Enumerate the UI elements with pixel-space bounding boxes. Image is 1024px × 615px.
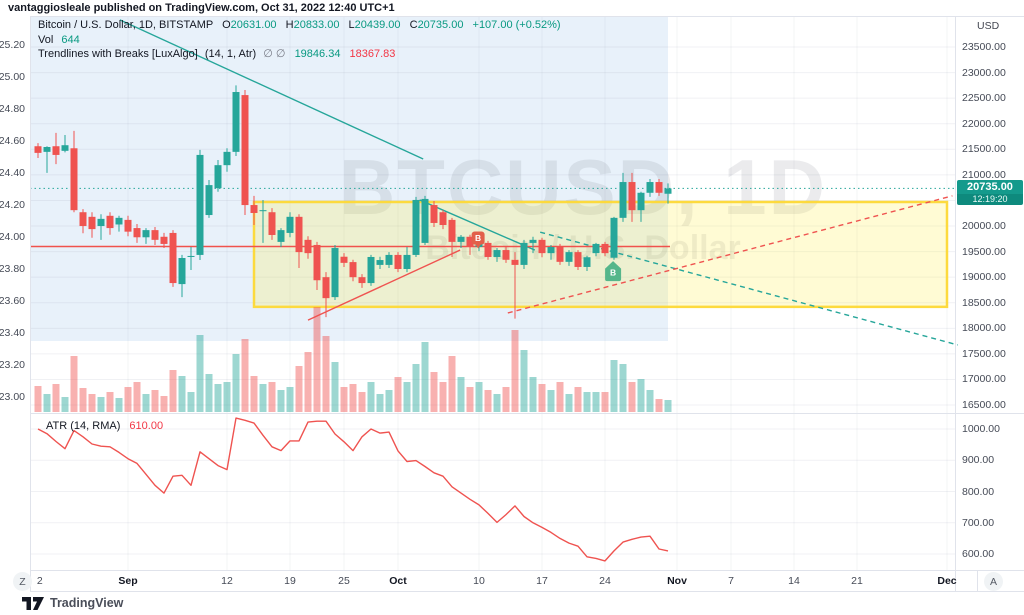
border-bottom — [30, 591, 1024, 592]
left-axis-tick: 23.00 — [0, 391, 25, 403]
atr-value: 610.00 — [129, 420, 164, 432]
change-value: +107.00 (+0.52%) — [472, 19, 561, 31]
time-tick: 25 — [338, 575, 350, 587]
left-price-axis[interactable]: 25.20 25.00 24.80 24.60 24.40 24.20 24.00 23.80… — [0, 16, 30, 413]
left-axis-tick: 24.60 — [0, 135, 25, 147]
price-tick: 19000.00 — [962, 271, 1006, 284]
open-value: 20631.00 — [230, 19, 277, 31]
border-pane-divider[interactable] — [30, 413, 1024, 414]
symbol-legend-row[interactable]: Bitcoin / U.S. Dollar, 1D, BITSTAMP O206… — [38, 18, 561, 33]
left-axis-tick: 24.00 — [0, 231, 25, 243]
border-timeaxis-top — [30, 570, 1024, 571]
time-tick: 19 — [284, 575, 296, 587]
trendlines — [119, 19, 958, 346]
atr-line — [37, 417, 669, 562]
atr-legend-row[interactable]: ATR (14, RMA) 610.00 — [46, 420, 163, 432]
time-tick: 2 — [36, 575, 43, 587]
price-tick: 18500.00 — [962, 296, 1006, 309]
time-axis[interactable]: 2 Sep 12 19 25 Oct 10 17 24 Nov 7 14 21 Dec — [30, 570, 977, 591]
atr-tick: 900.00 — [962, 454, 995, 467]
price-tick: 19500.00 — [962, 245, 1006, 258]
indicator-glyphs: ∅ ∅ — [263, 48, 286, 60]
candles — [34, 85, 672, 319]
indicator-lower-value: 18367.83 — [349, 48, 396, 60]
indicator-params: (14, 1, Atr) — [204, 48, 257, 60]
left-axis-tick: 23.40 — [0, 327, 25, 339]
price-tick: 22000.00 — [962, 117, 1006, 130]
atr-name: ATR (14, RMA) — [46, 420, 121, 432]
atr-tick: 800.00 — [962, 485, 995, 498]
volume-legend-row[interactable]: Vol 644 — [38, 33, 561, 48]
svg-text:B: B — [475, 233, 481, 243]
time-tick: 12 — [221, 575, 233, 587]
left-axis-tick: 23.80 — [0, 263, 25, 275]
left-axis-tick: 25.00 — [0, 71, 25, 83]
auto-scale-button[interactable]: A — [984, 572, 1003, 591]
current-price-value: 20735.00 — [957, 180, 1023, 194]
price-tick: 16500.00 — [962, 399, 1006, 412]
volume-label: Vol — [38, 33, 54, 46]
right-price-axis[interactable]: USD 20735.00 12:19:20 23500.00 23000.00 22… — [956, 16, 1024, 570]
publish-byline: vantaggiosleale published on TradingView… — [8, 2, 395, 14]
border-right-axis — [955, 16, 956, 592]
break-badges: BB — [471, 231, 622, 282]
close-label: C — [409, 19, 418, 31]
tradingview-wordmark: TradingView — [50, 596, 124, 610]
price-tick: 23000.00 — [962, 66, 1006, 79]
low-value: 20439.00 — [354, 19, 401, 31]
time-tick: Oct — [389, 575, 407, 587]
svg-text:B: B — [610, 267, 616, 277]
tradingview-logo[interactable]: TradingView — [22, 596, 123, 610]
price-tick: 21500.00 — [962, 143, 1006, 156]
open-label: O — [222, 19, 231, 31]
high-value: 20833.00 — [293, 19, 340, 31]
high-label: H — [285, 19, 294, 31]
time-tick: 14 — [788, 575, 800, 587]
price-tick: 17000.00 — [962, 373, 1006, 386]
left-axis-tick: 23.20 — [0, 359, 25, 371]
atr-tick: 1000.00 — [962, 423, 1000, 435]
left-axis-tick: 23.60 — [0, 295, 25, 307]
left-axis-tick: 24.80 — [0, 103, 25, 115]
left-axis-tick: 24.20 — [0, 199, 25, 211]
close-value: 20735.00 — [417, 19, 464, 31]
price-tick: 22500.00 — [962, 92, 1006, 105]
border-axis-corner — [977, 570, 978, 591]
atr-tick: 700.00 — [962, 516, 995, 529]
price-tick: 20000.00 — [962, 220, 1006, 233]
time-tick: Sep — [118, 575, 138, 587]
low-label: L — [348, 19, 355, 31]
time-tick: 10 — [473, 575, 485, 587]
border-left-axis — [30, 16, 31, 592]
time-tick: 21 — [851, 575, 863, 587]
time-tick: 17 — [536, 575, 548, 587]
price-tick: 17500.00 — [962, 347, 1006, 360]
symbol-title: Bitcoin / U.S. Dollar, 1D, BITSTAMP — [38, 19, 214, 31]
indicator-upper-value: 19846.34 — [294, 48, 341, 60]
time-tick: 24 — [599, 575, 611, 587]
legend-pane: Bitcoin / U.S. Dollar, 1D, BITSTAMP O206… — [38, 18, 561, 62]
indicator-name: Trendlines with Breaks [LuxAlgo] — [38, 48, 198, 60]
timezone-button[interactable]: Z — [13, 572, 32, 591]
tradingview-logo-icon — [22, 596, 44, 610]
price-tick: 18000.00 — [962, 322, 1006, 335]
left-axis-tick: 24.40 — [0, 167, 25, 179]
atr-tick: 600.00 — [962, 548, 995, 560]
border-top — [30, 16, 1024, 17]
price-tick: 21000.00 — [962, 168, 1006, 181]
volume-bars — [34, 307, 672, 412]
published-range-tint — [31, 17, 668, 341]
bar-countdown: 12:19:20 — [957, 194, 1023, 205]
left-axis-tick: 25.20 — [0, 39, 25, 51]
time-tick: Nov — [667, 575, 687, 587]
highlight-box — [252, 200, 949, 309]
currency-label: USD — [977, 20, 1000, 32]
indicator-legend-row[interactable]: Trendlines with Breaks [LuxAlgo] (14, 1,… — [38, 47, 561, 62]
volume-value: 644 — [61, 33, 80, 46]
time-tick: Dec — [937, 575, 957, 587]
current-price-badge: 20735.00 12:19:20 — [957, 180, 1023, 205]
time-tick: 7 — [728, 575, 734, 587]
price-tick: 23500.00 — [962, 41, 1006, 53]
